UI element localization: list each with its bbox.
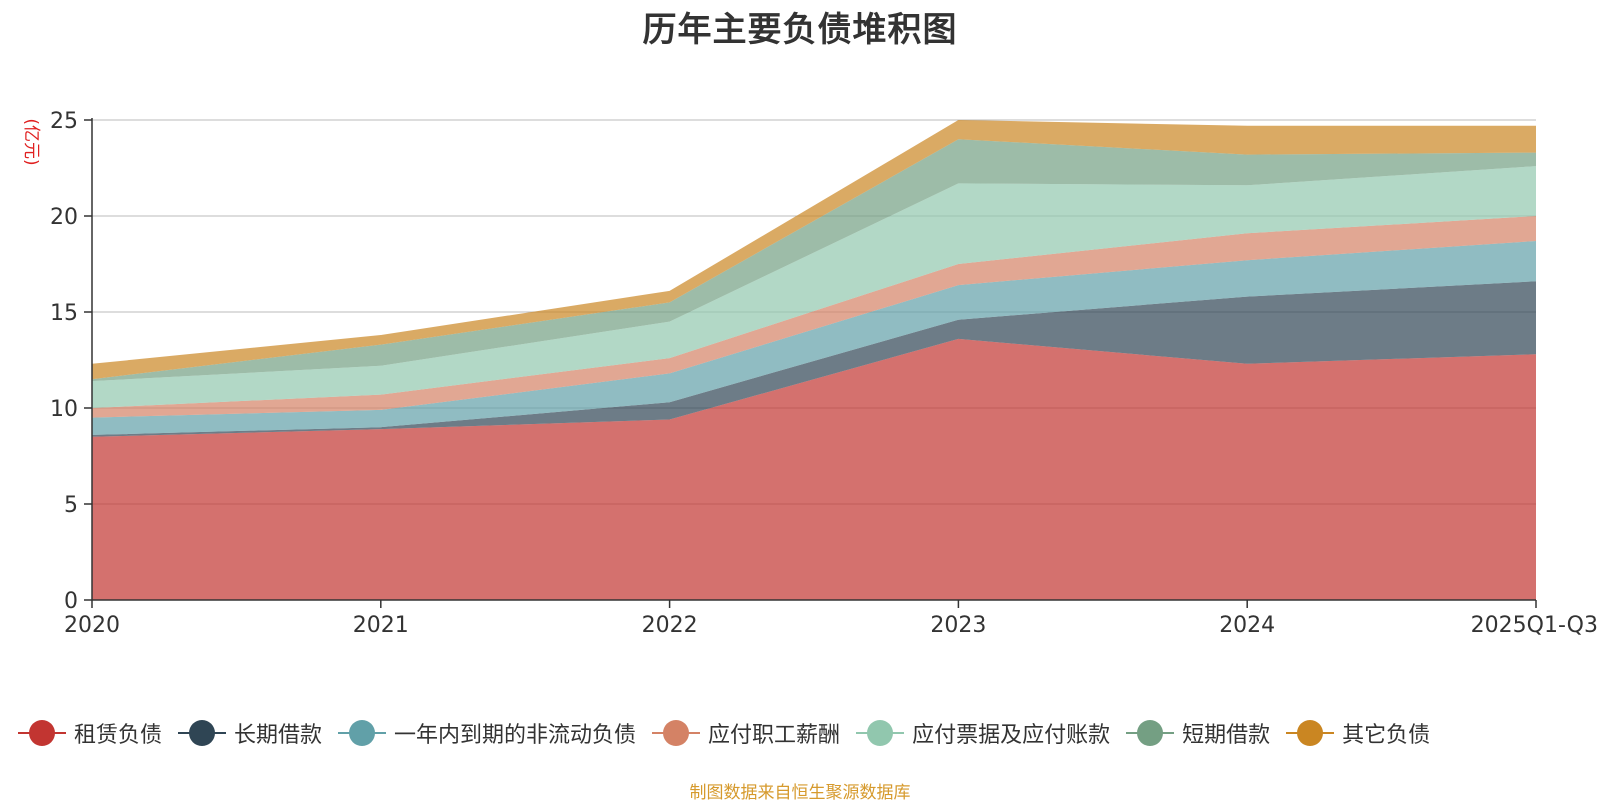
legend-item-1[interactable]: 长期借款	[178, 717, 322, 749]
x-tick-label-0: 2020	[64, 613, 120, 638]
data-source-note: 制图数据来自恒生聚源数据库	[689, 783, 911, 803]
area-series-3	[92, 216, 1536, 418]
legend-marker-icon	[1286, 720, 1335, 746]
y-tick-label-10: 10	[50, 397, 78, 422]
legend-item-5[interactable]: 短期借款	[1126, 717, 1270, 749]
legend-item-2[interactable]: 一年内到期的非流动负债	[338, 717, 636, 749]
x-tick-label-2: 2022	[642, 613, 698, 638]
legend-label: 应付职工薪酬	[708, 723, 841, 748]
y-tick-label-25: 25	[50, 109, 78, 134]
area-series-1	[92, 281, 1536, 437]
area-series-4	[92, 166, 1536, 408]
legend-marker-icon	[178, 720, 227, 746]
legend-item-0[interactable]: 租赁负债	[18, 717, 162, 749]
legend-label: 其它负债	[1342, 723, 1431, 748]
x-tick-label-5: 2025Q1-Q3	[1471, 613, 1598, 638]
legend-item-4[interactable]: 应付票据及应付账款	[856, 717, 1110, 749]
legend-label: 长期借款	[234, 723, 323, 748]
y-tick-label-0: 0	[64, 589, 78, 614]
area-series-2	[92, 241, 1536, 435]
chart-title: 历年主要负债堆积图	[642, 10, 958, 50]
legend-marker-icon	[652, 720, 701, 746]
legend-label: 应付票据及应付账款	[912, 723, 1111, 748]
series-areas	[92, 120, 1536, 600]
legend-marker-icon	[338, 720, 387, 746]
area-series-6	[92, 120, 1536, 380]
area-series-5	[92, 139, 1536, 382]
legend-marker-icon	[856, 720, 905, 746]
legend-item-6[interactable]: 其它负债	[1286, 717, 1430, 749]
area-series-0	[92, 338, 1536, 600]
x-tick-label-3: 2023	[930, 613, 986, 638]
x-tick-label-1: 2021	[353, 613, 409, 638]
legend: 租赁负债 长期借款 一年内到期的非流动负债 应付职工薪酬 应付票据及应付账款 短期借款 其它…	[18, 716, 1430, 750]
legend-item-3[interactable]: 应付职工薪酬	[652, 717, 840, 749]
legend-marker-icon	[18, 720, 66, 746]
legend-label: 租赁负债	[74, 723, 163, 748]
axes: 0 5 10 15 20 25 2020 2021 2022 2023 2024 2025Q1-Q3	[50, 109, 1598, 638]
y-axis-label: (亿元)	[21, 118, 41, 165]
x-tick-label-4: 2024	[1219, 613, 1275, 638]
y-tick-label-15: 15	[50, 301, 78, 326]
y-tick-label-20: 20	[50, 205, 78, 230]
legend-label: 一年内到期的非流动负债	[394, 723, 637, 748]
y-tick-label-5: 5	[64, 493, 78, 518]
legend-marker-icon	[1126, 720, 1175, 746]
legend-label: 短期借款	[1182, 723, 1271, 748]
